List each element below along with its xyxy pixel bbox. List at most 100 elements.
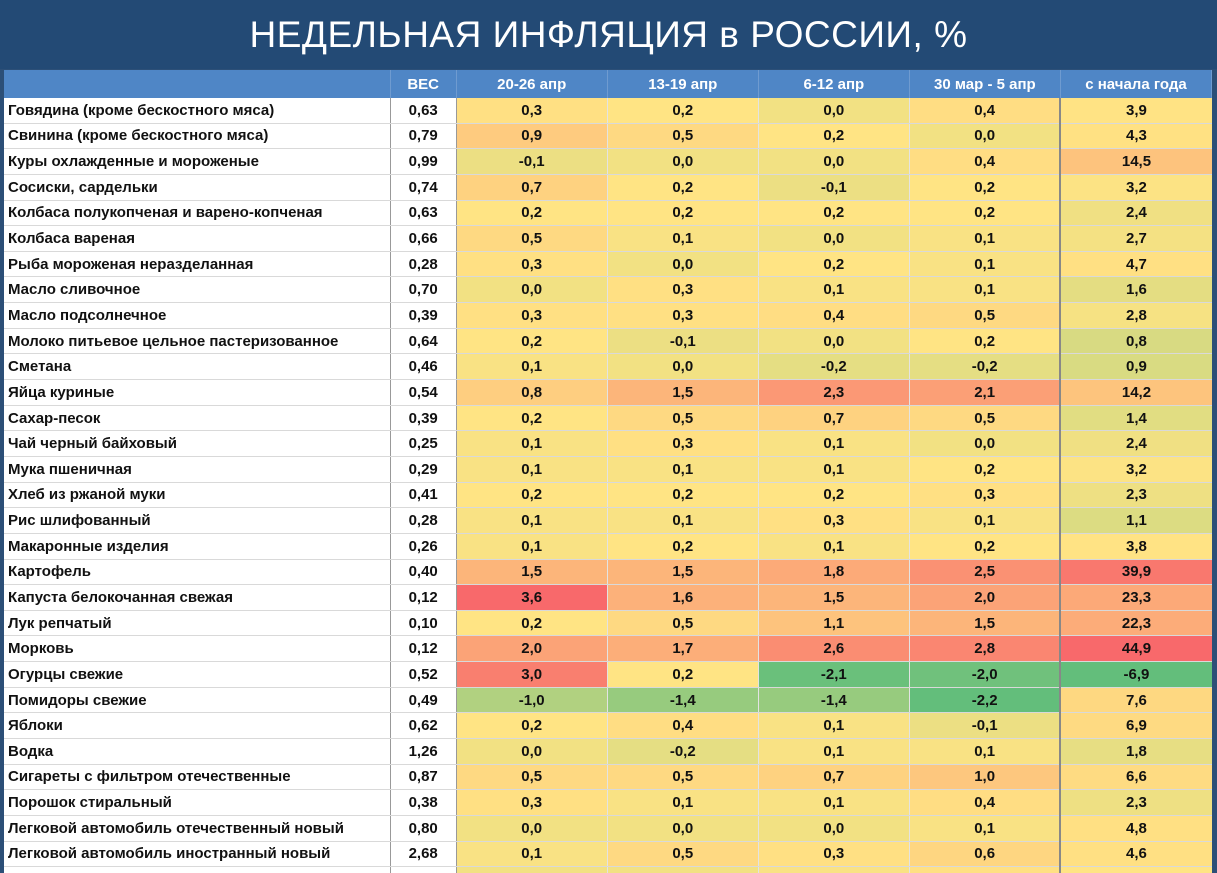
weekly-value-cell: 2,3	[758, 379, 910, 406]
table-row: Помидоры свежие 0,49 -1,0 -1,4 -1,4 -2,2 7,6	[4, 687, 1212, 714]
ytd-value-cell: 2,4	[1059, 430, 1212, 457]
weekly-value-cell: 0,2	[456, 328, 608, 355]
weight-cell: 2,68	[390, 841, 457, 868]
weight-cell: 0,41	[390, 482, 457, 509]
ytd-value-cell: 22,3	[1059, 610, 1212, 637]
weekly-value-cell: 0,1	[909, 738, 1061, 765]
header-week-2: 13-19 апр	[607, 70, 759, 98]
header-ytd: с начала года	[1060, 70, 1212, 98]
weekly-value-cell: 0,5	[607, 841, 759, 868]
weekly-value-cell: 0,2	[456, 200, 608, 227]
weekly-value-cell: 0,1	[607, 225, 759, 252]
weight-cell: 1,26	[390, 738, 457, 765]
ytd-value-cell: 7,6	[1059, 687, 1212, 714]
header-weight: ВЕС	[390, 70, 457, 98]
product-name-cell: Сметана	[4, 353, 391, 381]
weekly-value-cell: -0,2	[909, 353, 1061, 381]
ytd-value-cell: 6,9	[1059, 712, 1212, 740]
weekly-value-cell: 0,0	[607, 866, 759, 873]
weekly-value-cell: 0,1	[909, 815, 1061, 842]
weekly-value-cell: 0,7	[456, 174, 608, 201]
weekly-value-cell: 0,2	[607, 174, 759, 201]
weekly-value-cell: 0,1	[909, 225, 1061, 252]
weekly-value-cell: 1,5	[456, 559, 608, 586]
weight-cell: 0,29	[390, 456, 457, 483]
product-name-cell: Масло сливочное	[4, 276, 391, 304]
weekly-value-cell: 0,1	[758, 430, 910, 457]
product-name-cell: Хлеб из ржаной муки	[4, 482, 391, 509]
product-name-cell: Сахар-песок	[4, 405, 391, 432]
table-row: Молоко питьевое цельное пастеризованное 0…	[4, 328, 1212, 355]
weekly-value-cell: 0,3	[909, 482, 1061, 509]
ytd-value-cell: 14,5	[1059, 148, 1212, 175]
weekly-value-cell: 0,1	[909, 507, 1061, 534]
ytd-value-cell: 14,2	[1059, 379, 1212, 406]
weekly-value-cell: 0,8	[456, 379, 608, 406]
table-row: Мука пшеничная 0,29 0,1 0,1 0,1 0,2 3,2	[4, 456, 1212, 483]
weekly-value-cell: 0,5	[607, 405, 759, 432]
product-name-cell: Чай черный байховый	[4, 430, 391, 457]
weekly-value-cell: 0,6	[909, 841, 1061, 868]
weekly-value-cell: 0,0	[456, 866, 608, 873]
ytd-value-cell: 23,3	[1059, 584, 1212, 611]
weekly-value-cell: 0,1	[607, 456, 759, 483]
weight-cell: 0,52	[390, 661, 457, 688]
product-name-cell: Свинина (кроме бескостного мяса)	[4, 123, 391, 150]
weekly-value-cell: 0,0	[909, 430, 1061, 457]
weekly-value-cell: 0,2	[758, 482, 910, 509]
weight-cell: 0,40	[390, 559, 457, 586]
weekly-value-cell: 0,2	[758, 251, 910, 278]
weight-cell: 0,12	[390, 584, 457, 611]
weekly-value-cell: 1,1	[758, 610, 910, 637]
weekly-value-cell: 0,3	[607, 302, 759, 329]
weekly-value-cell: 2,0	[456, 635, 608, 663]
table-row: Бензин автомобильный4,190,00,00,10,33,4	[4, 866, 1212, 873]
weekly-value-cell: 0,0	[607, 815, 759, 842]
weight-cell: 0,63	[390, 200, 457, 227]
ytd-value-cell: 1,6	[1059, 276, 1212, 304]
header-week-1: 20-26 апр	[456, 70, 608, 98]
weekly-value-cell: 0,5	[607, 610, 759, 637]
table-row: Лук репчатый 0,10 0,2 0,5 1,1 1,5 22,3	[4, 610, 1212, 637]
product-name-cell: Сигареты с фильтром отечественные	[4, 764, 391, 791]
weekly-value-cell: -2,1	[758, 661, 910, 688]
weekly-value-cell: 0,3	[607, 276, 759, 304]
weight-cell: 0,74	[390, 174, 457, 201]
table-row: Говядина (кроме бескостного мяса) 0,63 0,3…	[4, 98, 1212, 124]
weekly-value-cell: 0,3	[456, 789, 608, 816]
table-row: Колбаса вареная 0,66 0,5 0,1 0,0 0,1 2,7	[4, 225, 1212, 252]
product-name-cell: Рыба мороженая неразделанная	[4, 251, 391, 278]
ytd-value-cell: 4,3	[1059, 123, 1212, 150]
weekly-value-cell: 0,2	[758, 200, 910, 227]
weekly-value-cell: 2,6	[758, 635, 910, 663]
weight-cell: 0,54	[390, 379, 457, 406]
page-title: НЕДЕЛЬНАЯ ИНФЛЯЦИЯ в РОССИИ, %	[249, 13, 968, 55]
weight-cell: 0,79	[390, 123, 457, 150]
weekly-value-cell: 0,4	[909, 98, 1061, 124]
product-name-cell: Макаронные изделия	[4, 533, 391, 560]
weekly-value-cell: 1,7	[607, 635, 759, 663]
weekly-value-cell: 0,0	[607, 251, 759, 278]
weekly-value-cell: 0,1	[607, 789, 759, 816]
weekly-value-cell: -0,1	[758, 174, 910, 201]
weekly-value-cell: 0,0	[758, 328, 910, 355]
table-row: Свинина (кроме бескостного мяса) 0,79 0,9 0…	[4, 123, 1212, 150]
weekly-value-cell: 0,1	[758, 456, 910, 483]
weekly-value-cell: -1,4	[758, 687, 910, 714]
weight-cell: 0,38	[390, 789, 457, 816]
weekly-value-cell: 0,0	[607, 353, 759, 381]
weekly-value-cell: 0,3	[456, 251, 608, 278]
weekly-value-cell: 1,5	[758, 584, 910, 611]
ytd-value-cell: 4,7	[1059, 251, 1212, 278]
weekly-value-cell: 0,0	[456, 738, 608, 765]
weight-cell: 0,99	[390, 148, 457, 175]
weight-cell: 0,12	[390, 635, 457, 663]
weekly-value-cell: 0,4	[909, 789, 1061, 816]
weight-cell: 0,62	[390, 712, 457, 740]
weekly-value-cell: 0,4	[909, 148, 1061, 175]
weekly-value-cell: 0,0	[758, 148, 910, 175]
weekly-value-cell: 0,2	[607, 482, 759, 509]
weekly-value-cell: 2,5	[909, 559, 1061, 586]
product-name-cell: Лук репчатый	[4, 610, 391, 637]
product-name-cell: Бензин автомобильный	[4, 866, 391, 873]
